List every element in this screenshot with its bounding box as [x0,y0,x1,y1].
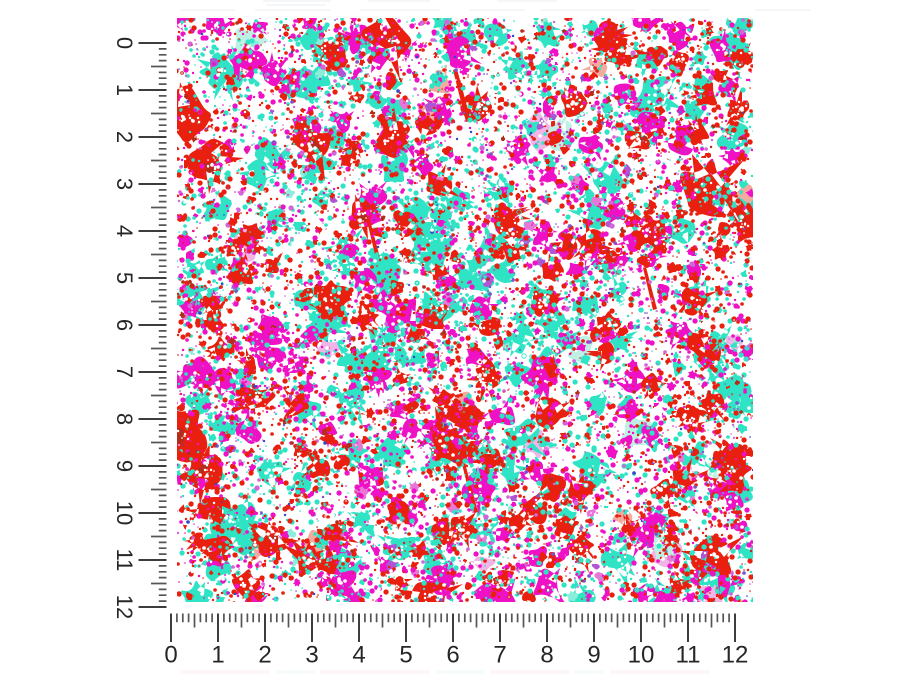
svg-text:10: 10 [628,642,655,669]
svg-text:0: 0 [112,37,137,49]
svg-text:1: 1 [112,84,137,96]
svg-text:6: 6 [112,319,137,331]
svg-text:7: 7 [493,642,506,669]
svg-text:12: 12 [722,642,749,669]
svg-text:8: 8 [112,413,137,425]
svg-text:3: 3 [112,178,137,190]
svg-text:11: 11 [676,642,701,669]
svg-text:7: 7 [112,366,137,378]
svg-text:6: 6 [446,642,459,669]
svg-text:10: 10 [112,501,137,525]
svg-text:2: 2 [258,642,271,669]
svg-text:3: 3 [305,642,318,669]
svg-text:5: 5 [112,272,137,284]
svg-text:12: 12 [112,595,137,619]
svg-text:9: 9 [587,642,600,669]
svg-text:2: 2 [112,131,137,143]
svg-text:8: 8 [540,642,553,669]
svg-text:9: 9 [112,460,137,472]
svg-text:11: 11 [112,549,137,572]
svg-text:5: 5 [399,642,412,669]
svg-text:4: 4 [112,225,137,237]
svg-text:1: 1 [211,642,224,669]
svg-text:0: 0 [164,642,177,669]
svg-text:4: 4 [352,642,365,669]
